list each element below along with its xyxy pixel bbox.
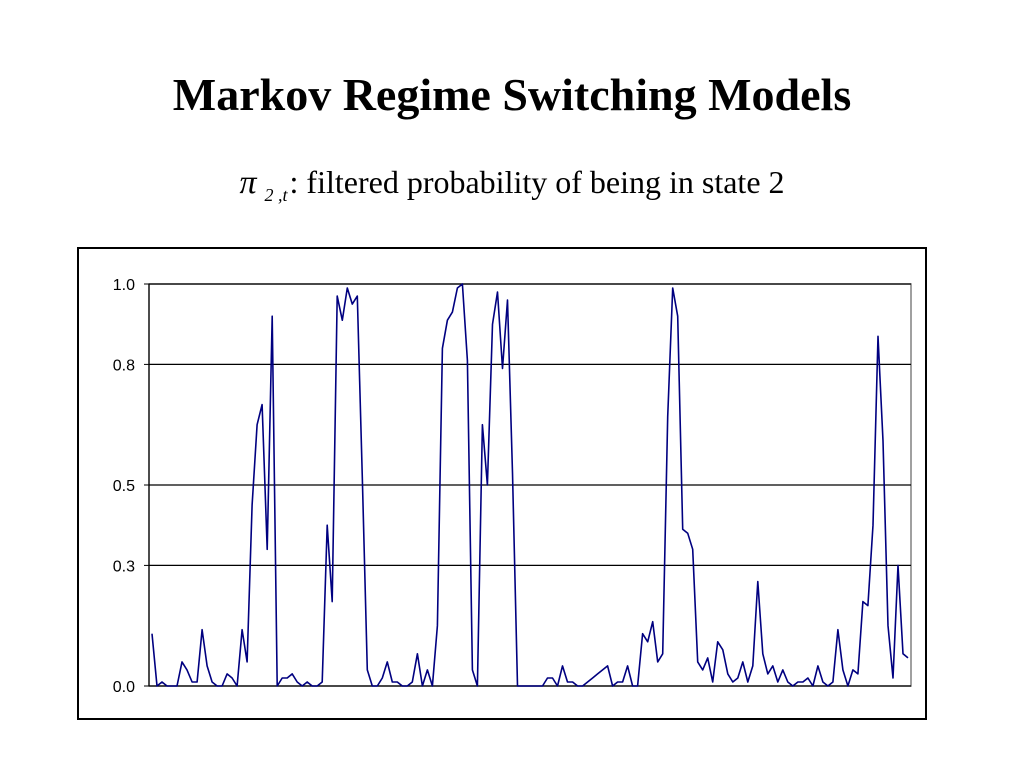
y-tick-label: 0.0 [113, 679, 135, 696]
series-line [151, 283, 909, 687]
pi-symbol: π [239, 164, 257, 201]
line-chart: 1.0 0.8 0.5 0.3 0.0 [113, 277, 912, 696]
y-tick-label: 0.3 [113, 558, 135, 575]
y-tick-label: 0.8 [113, 357, 135, 374]
slide-title: Markov Regime Switching Models [172, 69, 852, 120]
slide-subtitle: π 2 ,t: filtered probability of being in… [0, 164, 1024, 205]
chart-frame: 1.0 0.8 0.5 0.3 0.0 [77, 247, 927, 720]
y-tick-label: 1.0 [113, 277, 135, 294]
subtitle-text: : filtered probability of being in state… [289, 164, 785, 200]
y-tick-label: 0.5 [113, 478, 135, 495]
pi-subscript: 2 ,t [264, 185, 288, 205]
